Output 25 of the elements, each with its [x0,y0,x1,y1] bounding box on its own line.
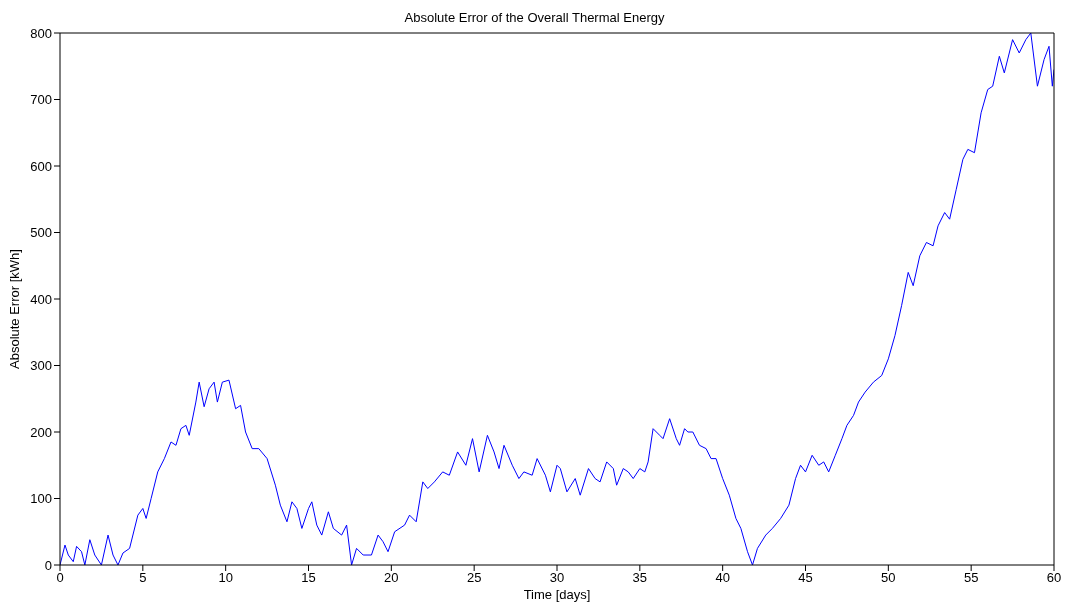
x-tick-label: 60 [1046,570,1062,586]
y-axis-title: Absolute Error [kWh] [6,249,22,369]
x-tick-label: 35 [632,570,648,586]
x-tick-label: 10 [218,570,233,586]
y-tick-label: 600 [30,158,52,174]
y-tick-label: 200 [30,424,52,440]
y-tick-label: 800 [30,25,52,41]
y-tick-label: 300 [30,358,52,374]
x-tick-label: 50 [881,570,896,586]
x-tick-label: 5 [139,570,147,586]
x-tick-label: 30 [549,570,565,586]
x-tick-label: 45 [798,570,813,586]
y-tick-label: 400 [30,291,52,307]
y-tick-label: 700 [30,92,52,108]
y-tick-label: 0 [44,557,52,573]
x-tick-label: 25 [466,570,482,586]
x-tick-label: 20 [384,570,399,586]
y-tick-label: 100 [30,491,52,507]
y-tick-label: 500 [30,225,52,241]
x-axis-title: Time [days] [523,587,591,602]
chart-title: Absolute Error of the Overall Thermal Energy [404,10,665,25]
x-tick-label: 55 [963,570,979,586]
x-tick-label: 0 [56,570,64,586]
x-tick-label: 40 [715,570,730,586]
x-tick-label: 15 [301,570,316,586]
